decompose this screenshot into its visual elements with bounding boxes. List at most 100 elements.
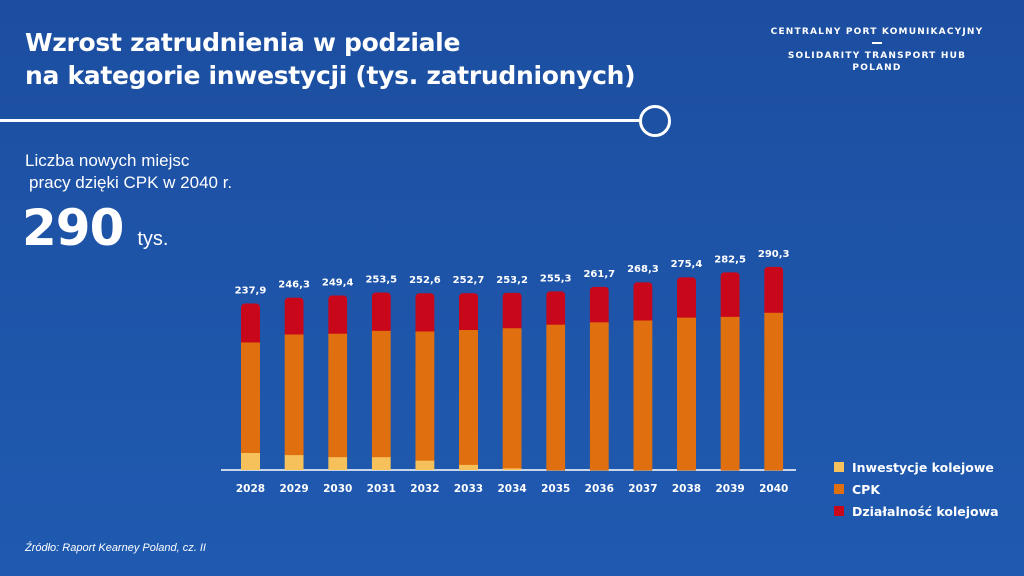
x-tick-label-2035: 2035 (541, 483, 570, 495)
legend-item-inwestycje: Inwestycje kolejowe (834, 456, 999, 478)
bar-cpk-2031 (371, 330, 391, 458)
total-label-2030: 249,4 (322, 277, 354, 288)
x-tick-label-2028: 2028 (236, 483, 265, 495)
total-label-2037: 268,3 (627, 264, 659, 275)
bar-cpk-2038 (677, 317, 696, 471)
logo-dash (872, 42, 882, 44)
total-label-2035: 255,3 (540, 273, 572, 284)
bar-stack-2028 (241, 303, 260, 470)
total-label-2038: 275,4 (671, 259, 703, 270)
bar-dzialalnosc-2029 (284, 297, 304, 335)
bar-dzialalnosc-2034 (502, 292, 522, 329)
legend-item-dzialalnosc: Działalność kolejowa (834, 500, 999, 522)
chart-title-line2: na kategorie inwestycji (tys. zatrudnion… (25, 61, 636, 90)
bar-stack-2034 (502, 292, 522, 470)
chart-title-line1: Wzrost zatrudnienia w podziale (25, 28, 461, 57)
total-label-2032: 252,6 (409, 275, 441, 286)
bar-inwestycje-2031 (371, 456, 391, 470)
bar-dzialalnosc-2030 (328, 295, 348, 334)
bar-dzialalnosc-2038 (677, 277, 696, 318)
legend-label-dzialalnosc: Działalność kolejowa (852, 503, 999, 519)
logo-line2: SOLIDARITY TRANSPORT HUB (787, 51, 967, 61)
source-note: Źródło: Raport Kearney Poland, cz. II (25, 542, 206, 554)
logo-line1: CENTRALNY PORT KOMUNIKACYJNY (770, 27, 984, 37)
legend: Inwestycje kolejowe CPK Działalność kole… (834, 456, 999, 522)
chart-title: Wzrost zatrudnienia w podziale na katego… (25, 26, 636, 92)
bar-stack-2036 (589, 286, 609, 471)
legend-swatch-inwestycje (834, 462, 844, 472)
x-tick-label-2030: 2030 (323, 483, 352, 495)
x-tick-label-2040: 2040 (759, 483, 788, 495)
bar-cpk-2040 (764, 312, 784, 471)
x-tick-label-2033: 2033 (454, 483, 483, 495)
x-tick-label-2034: 2034 (497, 483, 526, 495)
bar-inwestycje-2033 (459, 464, 478, 470)
legend-item-cpk: CPK (834, 478, 999, 500)
total-label-2036: 261,7 (583, 269, 615, 280)
bar-stack-2029 (284, 297, 304, 470)
total-label-2033: 252,7 (453, 275, 485, 286)
bar-cpk-2033 (459, 329, 478, 465)
bar-dzialalnosc-2037 (633, 282, 653, 321)
bar-inwestycje-2030 (328, 456, 348, 470)
total-label-2040: 290,3 (758, 249, 790, 260)
total-label-2028: 237,9 (235, 285, 267, 296)
bar-dzialalnosc-2039 (720, 272, 740, 317)
bar-stack-2030 (328, 295, 348, 470)
bar-stack-2037 (633, 282, 653, 471)
bar-stack-2039 (720, 272, 740, 471)
kpi-unit: tys. (137, 228, 169, 250)
kpi: 290 tys. (22, 198, 169, 258)
x-tick-label-2032: 2032 (410, 483, 439, 495)
bar-stack-2033 (459, 293, 478, 470)
total-label-2031: 253,5 (365, 275, 397, 286)
bar-dzialalnosc-2035 (546, 291, 566, 325)
bar-cpk-2034 (502, 327, 522, 469)
kpi-label: Liczba nowych miejsc pracy dzięki CPK w … (25, 150, 232, 194)
bar-cpk-2032 (415, 330, 435, 461)
header-rule (0, 119, 641, 122)
bar-cpk-2037 (633, 319, 653, 471)
bar-stack-2038 (677, 277, 696, 471)
bar-cpk-2030 (328, 333, 348, 458)
bar-cpk-2035 (546, 324, 566, 471)
legend-swatch-cpk (834, 484, 844, 494)
bar-cpk-2029 (284, 333, 304, 456)
legend-label-inwestycje: Inwestycje kolejowe (852, 459, 994, 475)
bar-inwestycje-2028 (241, 452, 260, 470)
bar-inwestycje-2034 (502, 467, 522, 470)
bar-inwestycje-2032 (415, 460, 435, 470)
bar-dzialalnosc-2040 (764, 266, 784, 313)
bar-cpk-2036 (589, 321, 609, 471)
x-tick-label-2039: 2039 (715, 483, 744, 495)
x-tick-label-2038: 2038 (672, 483, 701, 495)
total-label-2029: 246,3 (278, 280, 310, 291)
bar-cpk-2039 (720, 316, 740, 471)
x-tick-label-2036: 2036 (585, 483, 614, 495)
bar-dzialalnosc-2036 (589, 286, 609, 323)
bar-stack-2035 (546, 291, 566, 471)
bar-stack-2040 (764, 266, 784, 471)
kpi-label-line2: pracy dzięki CPK w 2040 r. (29, 173, 233, 192)
bar-dzialalnosc-2032 (415, 293, 435, 332)
legend-swatch-dzialalnosc (834, 506, 844, 516)
x-tick-label-2029: 2029 (279, 483, 308, 495)
header-rule-circle (639, 105, 671, 137)
x-tick-label-2037: 2037 (628, 483, 657, 495)
kpi-value: 290 (22, 199, 124, 257)
x-tick-label-2031: 2031 (367, 483, 396, 495)
logo-line3: POLAND (852, 63, 902, 73)
bar-inwestycje-2029 (284, 454, 304, 470)
kpi-label-line1: Liczba nowych miejsc (25, 151, 190, 170)
bar-stack-2031 (371, 292, 391, 470)
logo: CENTRALNY PORT KOMUNIKACYJNY SOLIDARITY … (752, 26, 1002, 74)
total-label-2039: 282,5 (714, 254, 746, 265)
legend-label-cpk: CPK (852, 481, 881, 497)
bar-stack-2032 (415, 293, 435, 470)
bar-cpk-2028 (241, 341, 260, 453)
bar-dzialalnosc-2033 (459, 293, 478, 331)
total-label-2034: 253,2 (496, 275, 528, 286)
bar-dzialalnosc-2028 (241, 303, 260, 343)
bar-dzialalnosc-2031 (371, 292, 391, 331)
